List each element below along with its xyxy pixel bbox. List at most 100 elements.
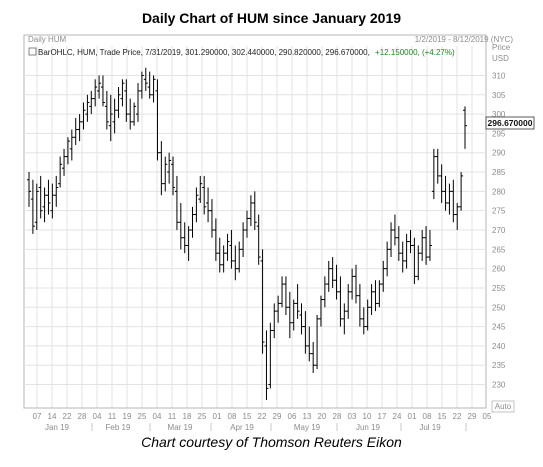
ohlc-bar bbox=[237, 241, 242, 273]
ohlc-bar bbox=[272, 303, 277, 339]
ohlc-bar bbox=[120, 79, 125, 107]
legend-prefix: BarOHLC, HUM, Trade Price, 7/31/2019, 30… bbox=[38, 48, 370, 57]
ohlc-bar bbox=[443, 175, 448, 211]
ohlc-bar bbox=[322, 276, 327, 308]
ohlc-bar bbox=[42, 187, 47, 223]
x-tick-label: 17 bbox=[378, 412, 387, 421]
ohlc-bar bbox=[451, 179, 456, 223]
grid-horizontal bbox=[24, 74, 486, 386]
ohlc-bar bbox=[396, 226, 401, 261]
ohlc-bar bbox=[190, 206, 195, 238]
ohlc-bar bbox=[330, 257, 335, 288]
ohlc-bar bbox=[163, 156, 168, 192]
price-tick-label: 265 bbox=[492, 245, 506, 254]
x-tick-label: 15 bbox=[438, 412, 447, 421]
ohlc-bar bbox=[373, 280, 378, 312]
ohlc-bar bbox=[416, 245, 421, 281]
price-tick-label: 230 bbox=[492, 381, 506, 390]
x-tick-label: 04 bbox=[93, 412, 102, 421]
ohlc-bar bbox=[167, 152, 172, 184]
ohlc-bar bbox=[112, 98, 117, 134]
ohlc-bar bbox=[221, 245, 226, 273]
ohlc-bar bbox=[280, 276, 285, 308]
ohlc-bar bbox=[213, 218, 218, 261]
x-tick-label: 19 bbox=[123, 412, 132, 421]
ohlc-bar bbox=[186, 226, 191, 261]
ohlc-bar bbox=[338, 276, 343, 327]
ohlc-bar bbox=[217, 237, 222, 273]
price-tick-label: 260 bbox=[492, 265, 506, 274]
price-tick-label: 280 bbox=[492, 187, 506, 196]
date-range-label: 1/2/2019 - 8/12/2019 (NYC) bbox=[415, 35, 514, 44]
ohlc-bar bbox=[241, 222, 246, 258]
ohlc-bar bbox=[69, 129, 74, 161]
ohlc-bar bbox=[424, 226, 429, 265]
ohlc-bar bbox=[404, 233, 409, 269]
price-tick-label: 235 bbox=[492, 361, 506, 370]
ohlc-bar bbox=[89, 90, 94, 115]
x-axis: 07 14 22 28 04 11 19 25 04 11 18 25 01 08 15 22 29 06 13 20… bbox=[24, 407, 492, 432]
ohlc-bar bbox=[439, 164, 444, 203]
ohlc-bar bbox=[85, 94, 90, 122]
x-tick-label: 20 bbox=[318, 412, 327, 421]
ohlc-bar bbox=[93, 79, 98, 107]
ohlc-bar bbox=[182, 222, 187, 254]
ohlc-bar bbox=[108, 94, 113, 142]
ohlc-bars bbox=[27, 67, 467, 400]
ohlc-bar bbox=[147, 71, 152, 99]
chart-title: Daily Chart of HUM since January 2019 bbox=[141, 10, 402, 26]
ohlc-bar bbox=[77, 114, 82, 142]
ohlc-bar bbox=[202, 175, 207, 215]
ohlc-bar bbox=[350, 268, 355, 300]
price-tick-label: 250 bbox=[492, 303, 506, 312]
x-month-label: Feb 19 bbox=[106, 423, 131, 432]
ohlc-bar bbox=[326, 260, 331, 292]
x-tick-label: 22 bbox=[258, 412, 267, 421]
ohlc-bar bbox=[268, 322, 273, 389]
x-month-label: May 19 bbox=[294, 423, 321, 432]
x-tick-label: 08 bbox=[423, 412, 432, 421]
ohlc-bar bbox=[299, 303, 304, 335]
ohlc-bar bbox=[447, 183, 452, 215]
ohlc-bar bbox=[46, 179, 51, 215]
ohlc-bar bbox=[283, 276, 288, 315]
ohlc-bar bbox=[354, 264, 358, 304]
auto-button[interactable] bbox=[491, 400, 515, 413]
ohlc-bar bbox=[128, 98, 133, 130]
price-tick-label: 295 bbox=[492, 129, 506, 138]
legend-swatch-icon bbox=[28, 47, 37, 56]
ohlc-bar bbox=[171, 156, 176, 196]
ohlc-bar bbox=[139, 71, 144, 99]
legend: BarOHLC, HUM, Trade Price, 7/31/2019, 30… bbox=[28, 47, 455, 57]
ohlc-bar bbox=[315, 315, 320, 370]
x-tick-label: 01 bbox=[213, 412, 222, 421]
x-month-label: Apr 19 bbox=[230, 423, 254, 432]
chart-caption: Chart courtesy of Thomson Reuters Eikon bbox=[141, 434, 402, 450]
x-tick-label: 05 bbox=[483, 412, 492, 421]
ohlc-bar bbox=[412, 237, 417, 285]
ohlc-bar bbox=[287, 291, 292, 339]
x-month-label: Jan 19 bbox=[45, 423, 70, 432]
x-tick-label: 06 bbox=[288, 412, 297, 421]
ohlc-bar bbox=[427, 230, 432, 261]
x-tick-label: 24 bbox=[393, 412, 402, 421]
ohlc-bar bbox=[194, 187, 199, 223]
x-tick-label: 11 bbox=[168, 412, 177, 421]
ohlc-bar bbox=[455, 202, 460, 230]
ohlc-bar bbox=[159, 141, 164, 196]
last-price-box bbox=[485, 116, 535, 130]
x-month-label: Jun 19 bbox=[356, 423, 381, 432]
auto-scale-control[interactable]: Auto bbox=[491, 400, 515, 413]
ohlc-bar bbox=[143, 67, 148, 91]
ohlc-bar bbox=[369, 284, 374, 315]
ohlc-bar bbox=[377, 280, 382, 308]
ohlc-bar bbox=[463, 106, 467, 149]
ohlc-bar bbox=[311, 342, 316, 373]
x-tick-label: 08 bbox=[228, 412, 237, 421]
ohlc-bar bbox=[260, 249, 265, 354]
last-price-label: 296.670000 bbox=[488, 118, 533, 128]
ohlc-bar bbox=[389, 222, 394, 258]
ohlc-bar bbox=[155, 79, 160, 161]
ohlc-bar bbox=[303, 311, 308, 354]
ohlc-bar bbox=[256, 214, 261, 265]
